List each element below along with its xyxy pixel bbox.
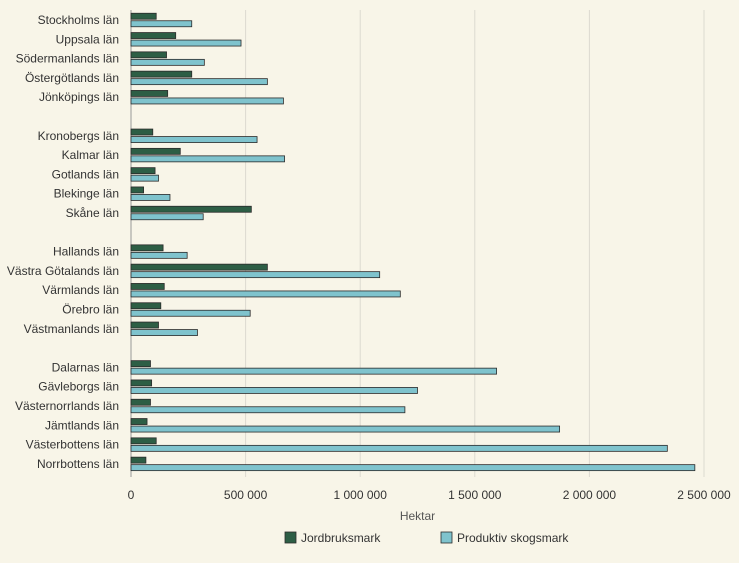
bar-jordbruksmark[interactable] [130, 32, 177, 39]
category-label: Blekinge län [54, 187, 119, 201]
category-label: Hallands län [53, 245, 119, 259]
category-label: Östergötlands län [25, 71, 119, 85]
bar-jordbruksmark[interactable] [130, 90, 169, 97]
x-tick-label: 1 500 000 [448, 488, 502, 502]
category-label: Uppsala län [56, 32, 119, 46]
bar-jordbruksmark[interactable] [130, 398, 151, 406]
bar-jordbruksmark[interactable] [130, 147, 181, 155]
bar-jordbruksmark[interactable] [130, 167, 156, 175]
bar-jordbruksmark[interactable] [130, 128, 154, 136]
bar-jordbruksmark[interactable] [130, 437, 157, 445]
x-tick-label: 0 [128, 488, 135, 502]
category-label: Västra Götalands län [7, 264, 119, 278]
category-label: Jönköpings län [39, 90, 119, 104]
bar-skogsmark[interactable] [130, 290, 401, 298]
x-tick-label: 500 000 [224, 488, 268, 502]
legend-swatch [440, 531, 453, 544]
bar-skogsmark[interactable] [130, 464, 696, 472]
bar-jordbruksmark[interactable] [130, 360, 151, 368]
category-labels: Stockholms län Uppsala län Södermanlands l… [7, 13, 119, 471]
bars [130, 12, 696, 472]
bar-jordbruksmark[interactable] [130, 263, 268, 271]
bar-jordbruksmark[interactable] [130, 456, 147, 464]
category-label: Västernorrlands län [15, 399, 119, 413]
bar-jordbruksmark[interactable] [130, 283, 165, 290]
x-tick-label: 2 000 000 [563, 488, 617, 502]
bar-skogsmark[interactable] [130, 425, 561, 433]
bar-skogsmark[interactable] [130, 387, 418, 394]
bar-skogsmark[interactable] [130, 271, 381, 279]
bar-skogsmark[interactable] [130, 367, 497, 375]
x-tick-label: 2 500 000 [677, 488, 731, 502]
bar-skogsmark[interactable] [130, 309, 251, 317]
category-label: Västerbottens län [26, 438, 119, 452]
bar-skogsmark[interactable] [130, 136, 258, 143]
bar-jordbruksmark[interactable] [130, 51, 167, 59]
bar-skogsmark[interactable] [130, 213, 204, 221]
bar-skogsmark[interactable] [130, 78, 268, 86]
category-label: Jämtlands län [45, 418, 119, 432]
category-label: Södermanlands län [16, 52, 119, 66]
bar-jordbruksmark[interactable] [130, 321, 159, 329]
bar-jordbruksmark[interactable] [130, 205, 252, 213]
bar-skogsmark[interactable] [130, 251, 188, 259]
bar-jordbruksmark[interactable] [130, 12, 157, 20]
gridlines [130, 10, 705, 477]
bar-skogsmark[interactable] [130, 155, 285, 163]
bar-skogsmark[interactable] [130, 194, 171, 201]
category-label: Gotlands län [52, 167, 119, 181]
legend-swatch [284, 531, 297, 544]
category-label: Dalarnas län [52, 360, 119, 374]
bar-skogsmark[interactable] [130, 444, 668, 452]
category-label: Värmlands län [42, 283, 119, 297]
x-axis-ticks: 0 500 000 1 000 000 1 500 000 2 000 000 2 500… [128, 488, 731, 502]
bar-skogsmark[interactable] [130, 58, 205, 66]
category-label: Gävleborgs län [38, 380, 119, 394]
category-label: Norrbottens län [37, 457, 119, 471]
bar-skogsmark[interactable] [130, 406, 406, 414]
bar-skogsmark[interactable] [130, 97, 284, 105]
bar-jordbruksmark[interactable] [130, 70, 193, 78]
category-label: Kalmar län [62, 148, 119, 162]
bar-jordbruksmark[interactable] [130, 379, 153, 387]
bar-skogsmark[interactable] [130, 39, 242, 47]
category-label: Örebro län [62, 303, 119, 317]
category-label: Kronobergs län [38, 129, 119, 143]
category-label: Stockholms län [38, 13, 119, 27]
bar-jordbruksmark[interactable] [130, 244, 164, 252]
bar-jordbruksmark[interactable] [130, 418, 148, 425]
legend-label: Jordbruksmark [301, 531, 381, 545]
bar-jordbruksmark[interactable] [130, 186, 145, 194]
legend: Jordbruksmark Produktiv skogsmark [284, 531, 569, 545]
legend-label: Produktiv skogsmark [457, 531, 569, 545]
x-axis-title: Hektar [400, 509, 435, 523]
x-tick-label: 1 000 000 [334, 488, 388, 502]
bar-jordbruksmark[interactable] [130, 302, 162, 310]
category-label: Västmanlands län [24, 322, 119, 336]
bar-skogsmark[interactable] [130, 20, 193, 28]
category-label: Skåne län [66, 206, 119, 220]
bar-skogsmark[interactable] [130, 174, 159, 182]
bar-skogsmark[interactable] [130, 329, 198, 336]
